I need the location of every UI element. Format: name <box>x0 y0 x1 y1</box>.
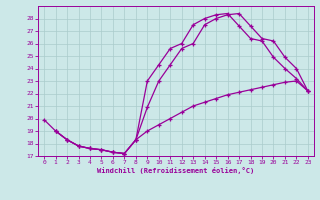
X-axis label: Windchill (Refroidissement éolien,°C): Windchill (Refroidissement éolien,°C) <box>97 167 255 174</box>
